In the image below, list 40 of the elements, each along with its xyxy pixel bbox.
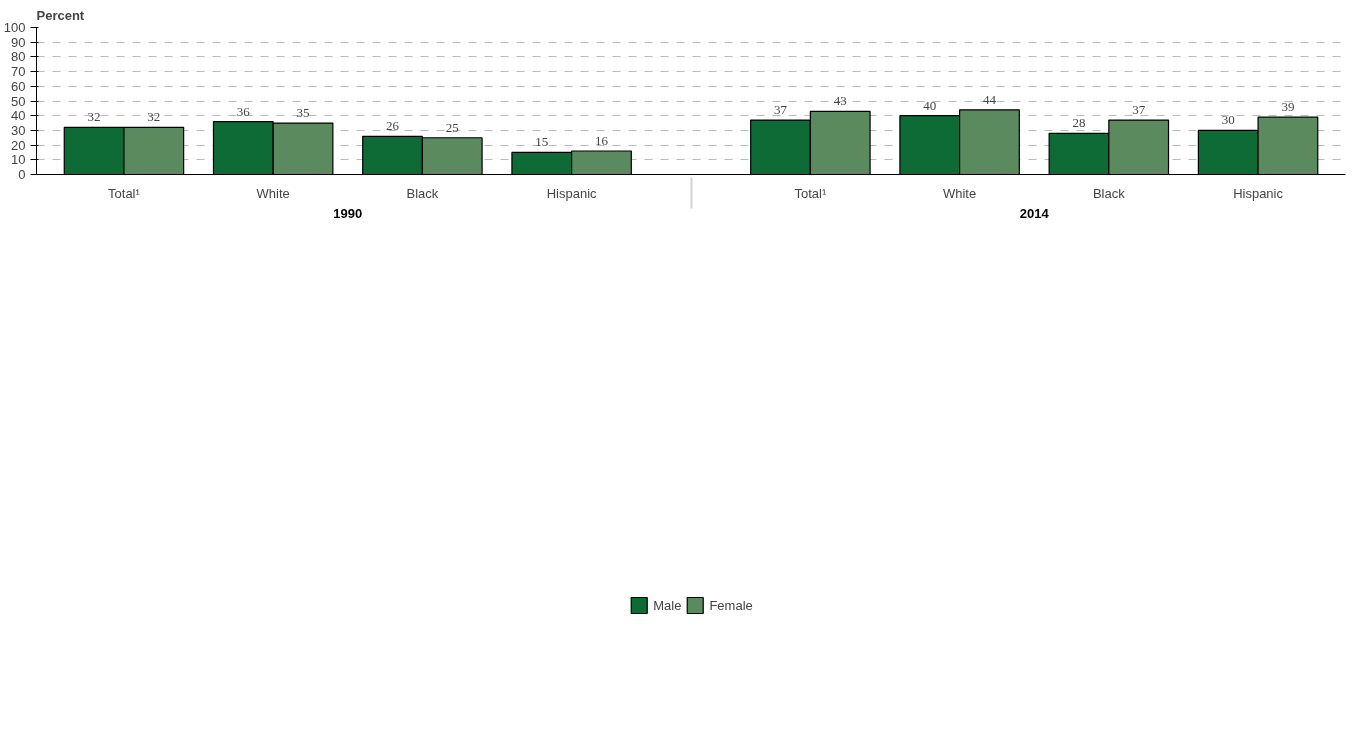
y-tick-label: 50 [11, 93, 26, 109]
y-tick-label: 80 [11, 49, 26, 65]
x-tick-label: Total¹ [108, 185, 141, 201]
data-label: 15 [535, 134, 549, 150]
y-tick-label: 70 [11, 64, 26, 80]
legend-label: Male [653, 597, 682, 613]
x-tick-label: Total¹ [794, 185, 827, 201]
data-label: 40 [923, 97, 937, 113]
data-label: 30 [1221, 112, 1235, 128]
y-tick-label: 20 [11, 137, 26, 153]
y-tick-label: 40 [11, 108, 26, 124]
y-tick-label: 60 [11, 78, 26, 94]
data-label: 28 [1072, 115, 1086, 131]
y-tick-label: 90 [11, 34, 26, 50]
data-label: 35 [296, 105, 310, 121]
y-tick-label: 10 [11, 152, 26, 168]
x-tick-label: White [942, 185, 977, 201]
data-label: 39 [1281, 99, 1295, 115]
data-label: 25 [445, 119, 459, 135]
x-tick-label: Black [406, 185, 439, 201]
x-tick-label: Hispanic [1233, 185, 1284, 201]
x-tick-label: Hispanic [546, 185, 598, 201]
legend-label: Female [709, 597, 753, 613]
data-label: 32 [147, 109, 161, 125]
y-axis-title: Percent [36, 7, 85, 23]
data-label: 16 [594, 132, 609, 148]
data-label: 37 [774, 102, 788, 118]
x-tick-label: Black [1092, 185, 1126, 201]
text: 2014 [1019, 205, 1050, 221]
y-tick-label: 30 [11, 122, 26, 138]
data-label: 37 [1132, 102, 1146, 118]
y-tick-label: 100 [3, 20, 26, 35]
data-label: 44 [982, 91, 997, 107]
text: 1990 [333, 205, 363, 221]
data-label: 36 [236, 103, 251, 119]
data-label: 26 [386, 118, 400, 134]
data-label: 43 [833, 93, 847, 109]
x-tick-label: White [256, 185, 290, 201]
y-tick-label: 0 [18, 167, 26, 182]
data-label: 32 [87, 109, 101, 125]
